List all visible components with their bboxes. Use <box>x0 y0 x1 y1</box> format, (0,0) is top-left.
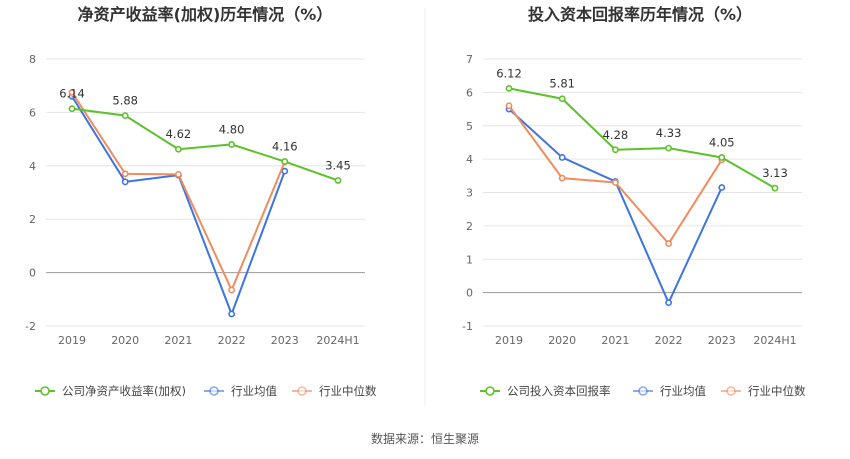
y-tick-label: 0 <box>466 287 473 300</box>
legend-marker <box>726 386 736 396</box>
y-tick-label: 7 <box>466 53 473 66</box>
x-tick-label: 2023 <box>708 334 736 347</box>
data-point-industry_median <box>558 174 566 182</box>
legend-item-company: 公司净资产收益率(加权) <box>35 384 186 398</box>
legend-label: 公司净资产收益率(加权) <box>62 384 186 398</box>
x-tick-label: 2019 <box>58 334 86 347</box>
series-line-company <box>508 87 776 190</box>
data-point-company <box>281 158 289 165</box>
data-label: 4.33 <box>656 126 682 140</box>
data-point-industry_avg <box>558 154 566 161</box>
x-tick-label: 2021 <box>164 334 192 347</box>
data-point-industry_avg <box>228 310 235 318</box>
data-point-industry_avg <box>121 178 129 186</box>
data-point-company <box>228 141 235 148</box>
data-label: 3.45 <box>325 158 351 172</box>
data-point-company <box>121 112 129 120</box>
data-point-industry_avg <box>281 167 289 175</box>
data-point-company <box>718 154 726 161</box>
data-point-company <box>505 84 513 92</box>
data-label: 4.62 <box>166 127 192 141</box>
legend-marker <box>40 386 50 396</box>
x-tick-label: 2024H1 <box>316 334 359 347</box>
legend-label: 公司投入资本回报率 <box>507 384 611 398</box>
data-point-company <box>334 177 342 184</box>
data-label: 6.12 <box>496 66 522 80</box>
x-tick-label: 2020 <box>548 334 576 347</box>
legend-label: 行业均值 <box>231 384 277 398</box>
data-point-company <box>665 144 672 152</box>
x-tick-label: 2020 <box>111 334 139 347</box>
legend-marker <box>209 386 219 396</box>
legend-marker <box>485 386 495 396</box>
data-point-industry_avg <box>718 184 726 191</box>
series-line-industry_median <box>71 91 286 293</box>
series-line-industry_median <box>508 105 723 246</box>
data-point-company <box>68 105 76 113</box>
y-tick-label: 2 <box>29 213 36 226</box>
data-point-industry_avg <box>665 299 672 307</box>
x-tick-label: 2019 <box>495 334 523 347</box>
legend-marker <box>297 386 307 396</box>
data-point-industry_median <box>68 88 76 96</box>
legend-item-industry_avg: 行业均值 <box>633 384 706 398</box>
data-label: 4.16 <box>272 140 298 154</box>
x-tick-label: 2023 <box>271 334 299 347</box>
chart-title: 投入资本回报率历年情况（%） <box>528 5 752 24</box>
data-label: 4.28 <box>603 128 629 142</box>
y-tick-label: 4 <box>466 153 473 166</box>
data-label: 6.14 <box>59 87 85 101</box>
data-point-company <box>558 95 566 103</box>
y-tick-label: 4 <box>29 160 36 173</box>
chart-panel-1: 净资产收益率(加权)历年情况（%） -2 0 2 4 6 8 2019 2020 2021 2022… <box>25 5 377 398</box>
x-tick-label: 2021 <box>601 334 629 347</box>
source-note: 数据来源：恒生聚源 <box>371 431 479 446</box>
data-label: 4.05 <box>709 135 735 149</box>
y-tick-label: -2 <box>25 320 36 333</box>
data-label: 3.13 <box>762 166 788 180</box>
y-tick-label: 5 <box>466 120 473 133</box>
y-tick-label: 3 <box>466 187 473 200</box>
series-line-company <box>71 107 339 182</box>
legend-label: 行业均值 <box>660 384 706 398</box>
y-tick-label: 2 <box>466 220 473 233</box>
chart-panel-2: 投入资本回报率历年情况（%） -1 0 1 2 3 4 5 6 7 2019 2020 2021 2022… <box>462 5 806 398</box>
data-point-industry_median <box>612 179 619 186</box>
legend-marker <box>638 386 648 396</box>
data-label: 5.81 <box>549 77 575 91</box>
data-point-company <box>771 184 779 192</box>
data-point-industry_median <box>121 170 129 178</box>
y-tick-label: 1 <box>466 253 473 266</box>
legend-label: 行业中位数 <box>748 384 806 398</box>
data-point-industry_median <box>665 240 672 247</box>
data-point-industry_median <box>505 102 513 110</box>
y-tick-label: 6 <box>29 106 36 119</box>
legend-item-industry_avg: 行业均值 <box>204 384 277 398</box>
y-tick-label: 8 <box>29 53 36 66</box>
legend-item-industry_median: 行业中位数 <box>721 384 806 398</box>
y-tick-label: 6 <box>466 86 473 99</box>
x-tick-label: 2022 <box>655 334 683 347</box>
data-point-company <box>174 145 182 153</box>
data-label: 5.88 <box>112 94 138 108</box>
data-point-industry_median <box>174 170 182 178</box>
data-point-industry_median <box>228 286 235 294</box>
chart-title: 净资产收益率(加权)历年情况（%） <box>78 5 333 24</box>
x-tick-label: 2022 <box>218 334 246 347</box>
y-tick-label: 0 <box>29 267 36 280</box>
x-tick-label: 2024H1 <box>753 334 796 347</box>
y-tick-label: -1 <box>462 320 473 333</box>
legend-label: 行业中位数 <box>319 384 377 398</box>
data-label: 4.80 <box>219 122 245 136</box>
data-point-company <box>612 146 619 154</box>
legend-item-industry_median: 行业中位数 <box>292 384 377 398</box>
legend-item-company: 公司投入资本回报率 <box>480 384 611 398</box>
